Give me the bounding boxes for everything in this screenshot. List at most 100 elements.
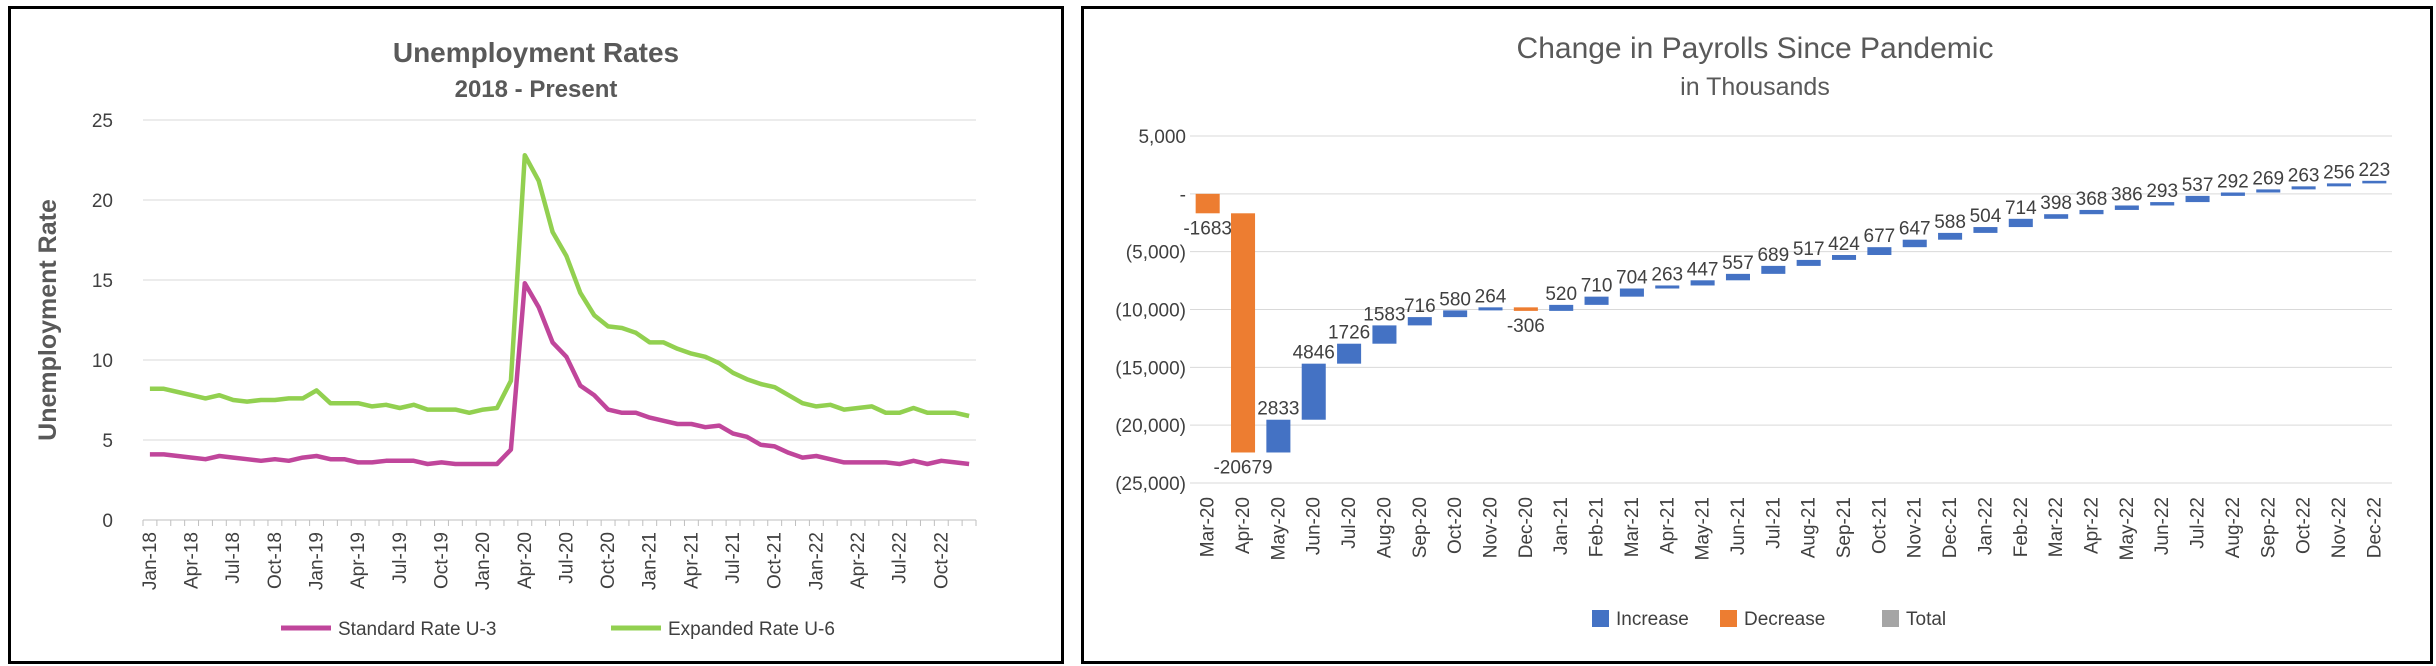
data-label: 588 xyxy=(1934,212,1966,233)
x-tick-label: Jan-18 xyxy=(140,532,161,590)
x-tick-label: Jul-21 xyxy=(1763,497,1784,549)
data-label: 4846 xyxy=(1293,343,1335,364)
waterfall-bar xyxy=(1902,239,1927,248)
x-tick-label: Dec-21 xyxy=(1940,497,1961,558)
x-tick-label: Dec-22 xyxy=(2364,497,2385,558)
data-label: 263 xyxy=(2288,165,2320,186)
waterfall-bar xyxy=(1655,285,1680,289)
waterfall-bar xyxy=(1867,247,1892,256)
waterfall-bar xyxy=(1337,343,1362,364)
x-tick-label: Oct-19 xyxy=(431,532,452,589)
waterfall-bar xyxy=(1725,273,1750,281)
data-label: 1583 xyxy=(1363,304,1405,325)
waterfall-bar xyxy=(1407,317,1432,326)
waterfall-bar xyxy=(1549,304,1574,311)
data-label: 292 xyxy=(2217,172,2249,193)
waterfall-bar xyxy=(2256,189,2281,193)
data-label: 689 xyxy=(1757,245,1789,266)
x-tick-label: Jan-20 xyxy=(473,532,494,590)
payrolls-chart-panel: Change in Payrolls Since Pandemic in Thou… xyxy=(1081,6,2433,664)
waterfall-bar xyxy=(2220,192,2245,196)
x-tick-label: Oct-22 xyxy=(931,532,952,589)
y-tick-label: (25,000) xyxy=(1115,474,1186,495)
x-tick-label: Jan-19 xyxy=(307,532,328,590)
data-label: 557 xyxy=(1722,253,1754,274)
waterfall-bar xyxy=(2185,195,2210,203)
x-tick-label: Mar-21 xyxy=(1622,497,1643,557)
waterfall-bar xyxy=(2079,209,2104,215)
x-tick-label: Aug-21 xyxy=(1799,497,1820,558)
data-label: 520 xyxy=(1545,284,1577,305)
waterfall-bar xyxy=(2326,183,2351,187)
data-label: 398 xyxy=(2040,193,2072,214)
y-axis-label: Unemployment Rate xyxy=(34,199,62,441)
data-label: 386 xyxy=(2111,184,2143,205)
data-label: 704 xyxy=(1616,268,1648,289)
x-tick-label: Oct-22 xyxy=(2294,497,2315,554)
x-tick-label: Sep-21 xyxy=(1834,497,1855,558)
waterfall-bar xyxy=(1832,255,1857,260)
x-tick-label: Sep-22 xyxy=(2258,497,2279,558)
data-label: 517 xyxy=(1793,239,1825,260)
legend-label: Decrease xyxy=(1744,609,1825,630)
data-label: 716 xyxy=(1404,296,1436,317)
data-label: -306 xyxy=(1507,316,1545,337)
waterfall-bar xyxy=(2291,186,2316,190)
x-tick-label: Jul-18 xyxy=(223,532,244,584)
x-tick-label: Dec-20 xyxy=(1516,497,1537,558)
x-tick-label: Nov-21 xyxy=(1905,497,1926,558)
y-tick-label: (5,000) xyxy=(1126,243,1186,264)
data-label: 2833 xyxy=(1257,399,1299,420)
x-tick-label: Jun-22 xyxy=(2152,497,2173,555)
data-label: 714 xyxy=(2005,198,2037,219)
y-tick-label: 5 xyxy=(102,431,113,452)
chart-title: Change in Payrolls Since Pandemic xyxy=(1517,32,1994,65)
legend-label: Total xyxy=(1906,609,1946,630)
x-tick-label: May-20 xyxy=(1268,497,1289,560)
x-tick-label: Jul-22 xyxy=(2188,497,2209,549)
x-tick-label: Jul-20 xyxy=(1339,497,1360,549)
waterfall-bar xyxy=(1301,363,1326,420)
legend-label: Expanded Rate U-6 xyxy=(668,619,835,640)
x-tick-label: Jul-21 xyxy=(723,532,744,584)
waterfall-bar xyxy=(1796,259,1821,266)
x-tick-label: Feb-22 xyxy=(2011,497,2032,557)
data-label: 256 xyxy=(2323,162,2355,183)
data-label: -20679 xyxy=(1213,457,1272,478)
waterfall-bar xyxy=(2362,180,2387,184)
data-label: 647 xyxy=(1899,219,1931,240)
data-label: -1683 xyxy=(1183,218,1232,239)
waterfall-bar xyxy=(2150,202,2175,206)
waterfall-bar xyxy=(1761,265,1786,274)
x-tick-label: Jan-22 xyxy=(1975,497,1996,555)
data-label: 677 xyxy=(1864,226,1896,247)
x-tick-label: Apr-21 xyxy=(1657,497,1678,554)
x-tick-label: Apr-21 xyxy=(681,532,702,589)
x-tick-label: Apr-18 xyxy=(182,532,203,589)
waterfall-bar xyxy=(2044,214,2069,219)
legend-swatch xyxy=(1720,610,1737,627)
y-tick-label: - xyxy=(1180,185,1186,206)
legend-swatch xyxy=(1882,610,1899,627)
x-tick-label: Oct-21 xyxy=(1869,497,1890,554)
waterfall-bar xyxy=(2114,205,2139,210)
waterfall-bar xyxy=(1266,419,1291,453)
x-tick-label: Mar-22 xyxy=(2046,497,2067,557)
waterfall-bar xyxy=(1973,227,1998,233)
legend-label: Standard Rate U-3 xyxy=(338,619,496,640)
series-line-expanded-rate-u-6 xyxy=(149,152,970,419)
x-tick-label: Apr-22 xyxy=(2082,497,2103,554)
x-tick-label: Jul-19 xyxy=(390,532,411,584)
y-tick-label: 5,000 xyxy=(1138,127,1186,148)
waterfall-bar xyxy=(1690,280,1715,286)
x-tick-label: Jun-21 xyxy=(1728,497,1749,555)
data-label: 223 xyxy=(2358,160,2390,181)
unemployment-chart: Unemployment Rates 2018 - Present Unemploy… xyxy=(34,37,977,640)
data-label: 293 xyxy=(2146,181,2178,202)
chart-title: Unemployment Rates xyxy=(393,37,679,68)
waterfall-bar xyxy=(1231,213,1256,453)
data-label: 263 xyxy=(1651,264,1683,285)
x-tick-label: May-22 xyxy=(2117,497,2138,560)
series-line-standard-rate-u-3 xyxy=(149,280,970,467)
data-label: 424 xyxy=(1828,234,1860,255)
